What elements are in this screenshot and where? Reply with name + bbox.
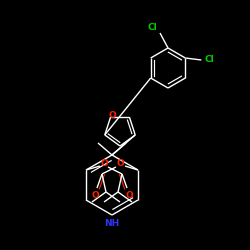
Text: O: O (100, 160, 108, 168)
Text: Cl: Cl (147, 24, 157, 32)
Text: O: O (125, 190, 133, 200)
Text: NH: NH (104, 220, 120, 228)
Text: Cl: Cl (204, 56, 214, 64)
Text: O: O (116, 160, 124, 168)
Text: O: O (91, 190, 99, 200)
Text: O: O (109, 110, 116, 120)
